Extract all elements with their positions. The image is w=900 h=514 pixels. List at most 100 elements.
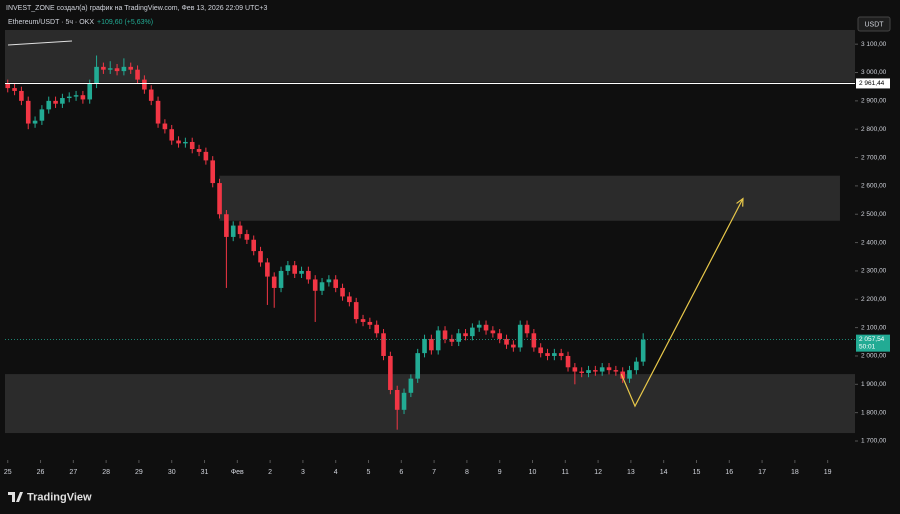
candle-body	[586, 370, 591, 373]
candle-body	[531, 333, 537, 348]
candle-body	[87, 83, 93, 100]
candle-body	[183, 141, 188, 144]
y-tick-label: 2 200,00	[861, 296, 887, 303]
candle-body	[408, 378, 414, 393]
candle-body	[552, 353, 557, 356]
candle-body	[463, 333, 468, 337]
x-tick-label: 17	[758, 469, 766, 476]
candle-body	[367, 321, 373, 325]
countdown: 50:01	[859, 343, 876, 350]
candle-body	[244, 234, 250, 240]
x-tick-label: 4	[334, 469, 338, 476]
candle-body	[278, 270, 284, 288]
zone	[5, 374, 855, 434]
candle-body	[340, 287, 345, 297]
candle-body	[107, 68, 113, 70]
candle-body	[476, 324, 482, 328]
level-label-box	[856, 78, 890, 89]
candle-body	[121, 66, 127, 72]
candle-body	[224, 214, 229, 237]
candle-body	[5, 83, 11, 89]
x-tick-label: 11	[562, 469, 569, 476]
brand-icon	[8, 492, 23, 502]
x-tick-label: 3	[301, 469, 305, 476]
candle-body	[374, 324, 380, 334]
candle-body	[32, 120, 38, 124]
candle-body	[347, 296, 352, 303]
candle-body	[60, 98, 65, 104]
change-legend: +109,60 (+5,63%)	[97, 19, 153, 26]
x-tick-label: 13	[627, 469, 635, 476]
y-tick-label: 3 000,00	[861, 69, 887, 76]
candle-body	[415, 353, 421, 379]
candle-body	[483, 324, 489, 331]
x-tick-label: 9	[498, 469, 502, 476]
candle-body	[128, 66, 134, 70]
x-tick-label: 12	[594, 469, 602, 476]
candle-body	[299, 270, 304, 274]
candle-body	[135, 69, 140, 80]
candle-body	[101, 66, 106, 70]
candle-body	[203, 151, 209, 161]
y-tick-label: 2 400,00	[861, 239, 887, 246]
candle-body	[599, 367, 605, 372]
candle-body	[449, 338, 455, 342]
candle-body	[319, 282, 325, 291]
x-tick-label: 7	[432, 469, 436, 476]
x-tick-label: 18	[791, 469, 799, 476]
candle-body	[333, 279, 339, 288]
currency-button[interactable]	[857, 16, 891, 32]
candle-body	[176, 140, 181, 144]
candle-body	[497, 333, 502, 339]
candle-body	[511, 344, 516, 348]
candle-body	[545, 353, 550, 356]
candle-body	[401, 392, 407, 410]
x-tick-label: 16	[725, 469, 733, 476]
candle-body	[271, 276, 277, 288]
candle-body	[148, 89, 154, 101]
candle-body	[80, 95, 86, 100]
symbol-legend: Ethereum/USDT · 5ч · OKX	[8, 19, 94, 26]
candle-body	[237, 225, 243, 235]
candle-body	[442, 330, 448, 339]
candle-body	[572, 367, 578, 372]
candle-body	[292, 265, 298, 274]
x-tick-label: 5	[367, 469, 371, 476]
candle-body	[490, 330, 496, 334]
candle-body	[634, 361, 639, 371]
x-tick-label: 19	[824, 469, 832, 476]
candle-body	[620, 371, 625, 379]
candle-body	[12, 88, 17, 91]
arrow-head	[736, 197, 744, 207]
x-tick-label: 31	[201, 469, 209, 476]
candle-body	[285, 265, 291, 271]
candle-body	[66, 96, 72, 99]
candle-body	[155, 100, 161, 124]
y-tick-label: 2 900,00	[861, 98, 887, 105]
candle-body	[429, 338, 434, 351]
candle-body	[258, 251, 263, 263]
y-tick-label: 2 600,00	[861, 183, 887, 190]
candle-body	[39, 109, 45, 121]
x-tick-label: 29	[135, 469, 143, 476]
candle-body	[558, 353, 564, 356]
candle-body	[25, 100, 31, 124]
x-tick-label: 28	[102, 469, 110, 476]
candle-body	[360, 319, 366, 322]
currency-button-label[interactable]: USDT	[864, 21, 884, 28]
candle-body	[312, 279, 318, 291]
candle-body	[251, 239, 257, 252]
trend-line-drawing	[7, 40, 73, 46]
y-tick-label: 1 800,00	[861, 409, 887, 416]
brand-logo: TradingView	[8, 491, 92, 503]
x-tick-label: 10	[529, 469, 537, 476]
candle-body	[613, 370, 619, 372]
candle-body	[46, 100, 52, 110]
plot: 1 700,00 1 800,00 1 900,00 2 000,00 2 100,00…	[4, 41, 890, 476]
x-tick-label: Фев	[231, 469, 244, 476]
candle-body	[381, 333, 386, 356]
level-label: 2 961,44	[859, 80, 885, 87]
zone	[5, 30, 855, 83]
